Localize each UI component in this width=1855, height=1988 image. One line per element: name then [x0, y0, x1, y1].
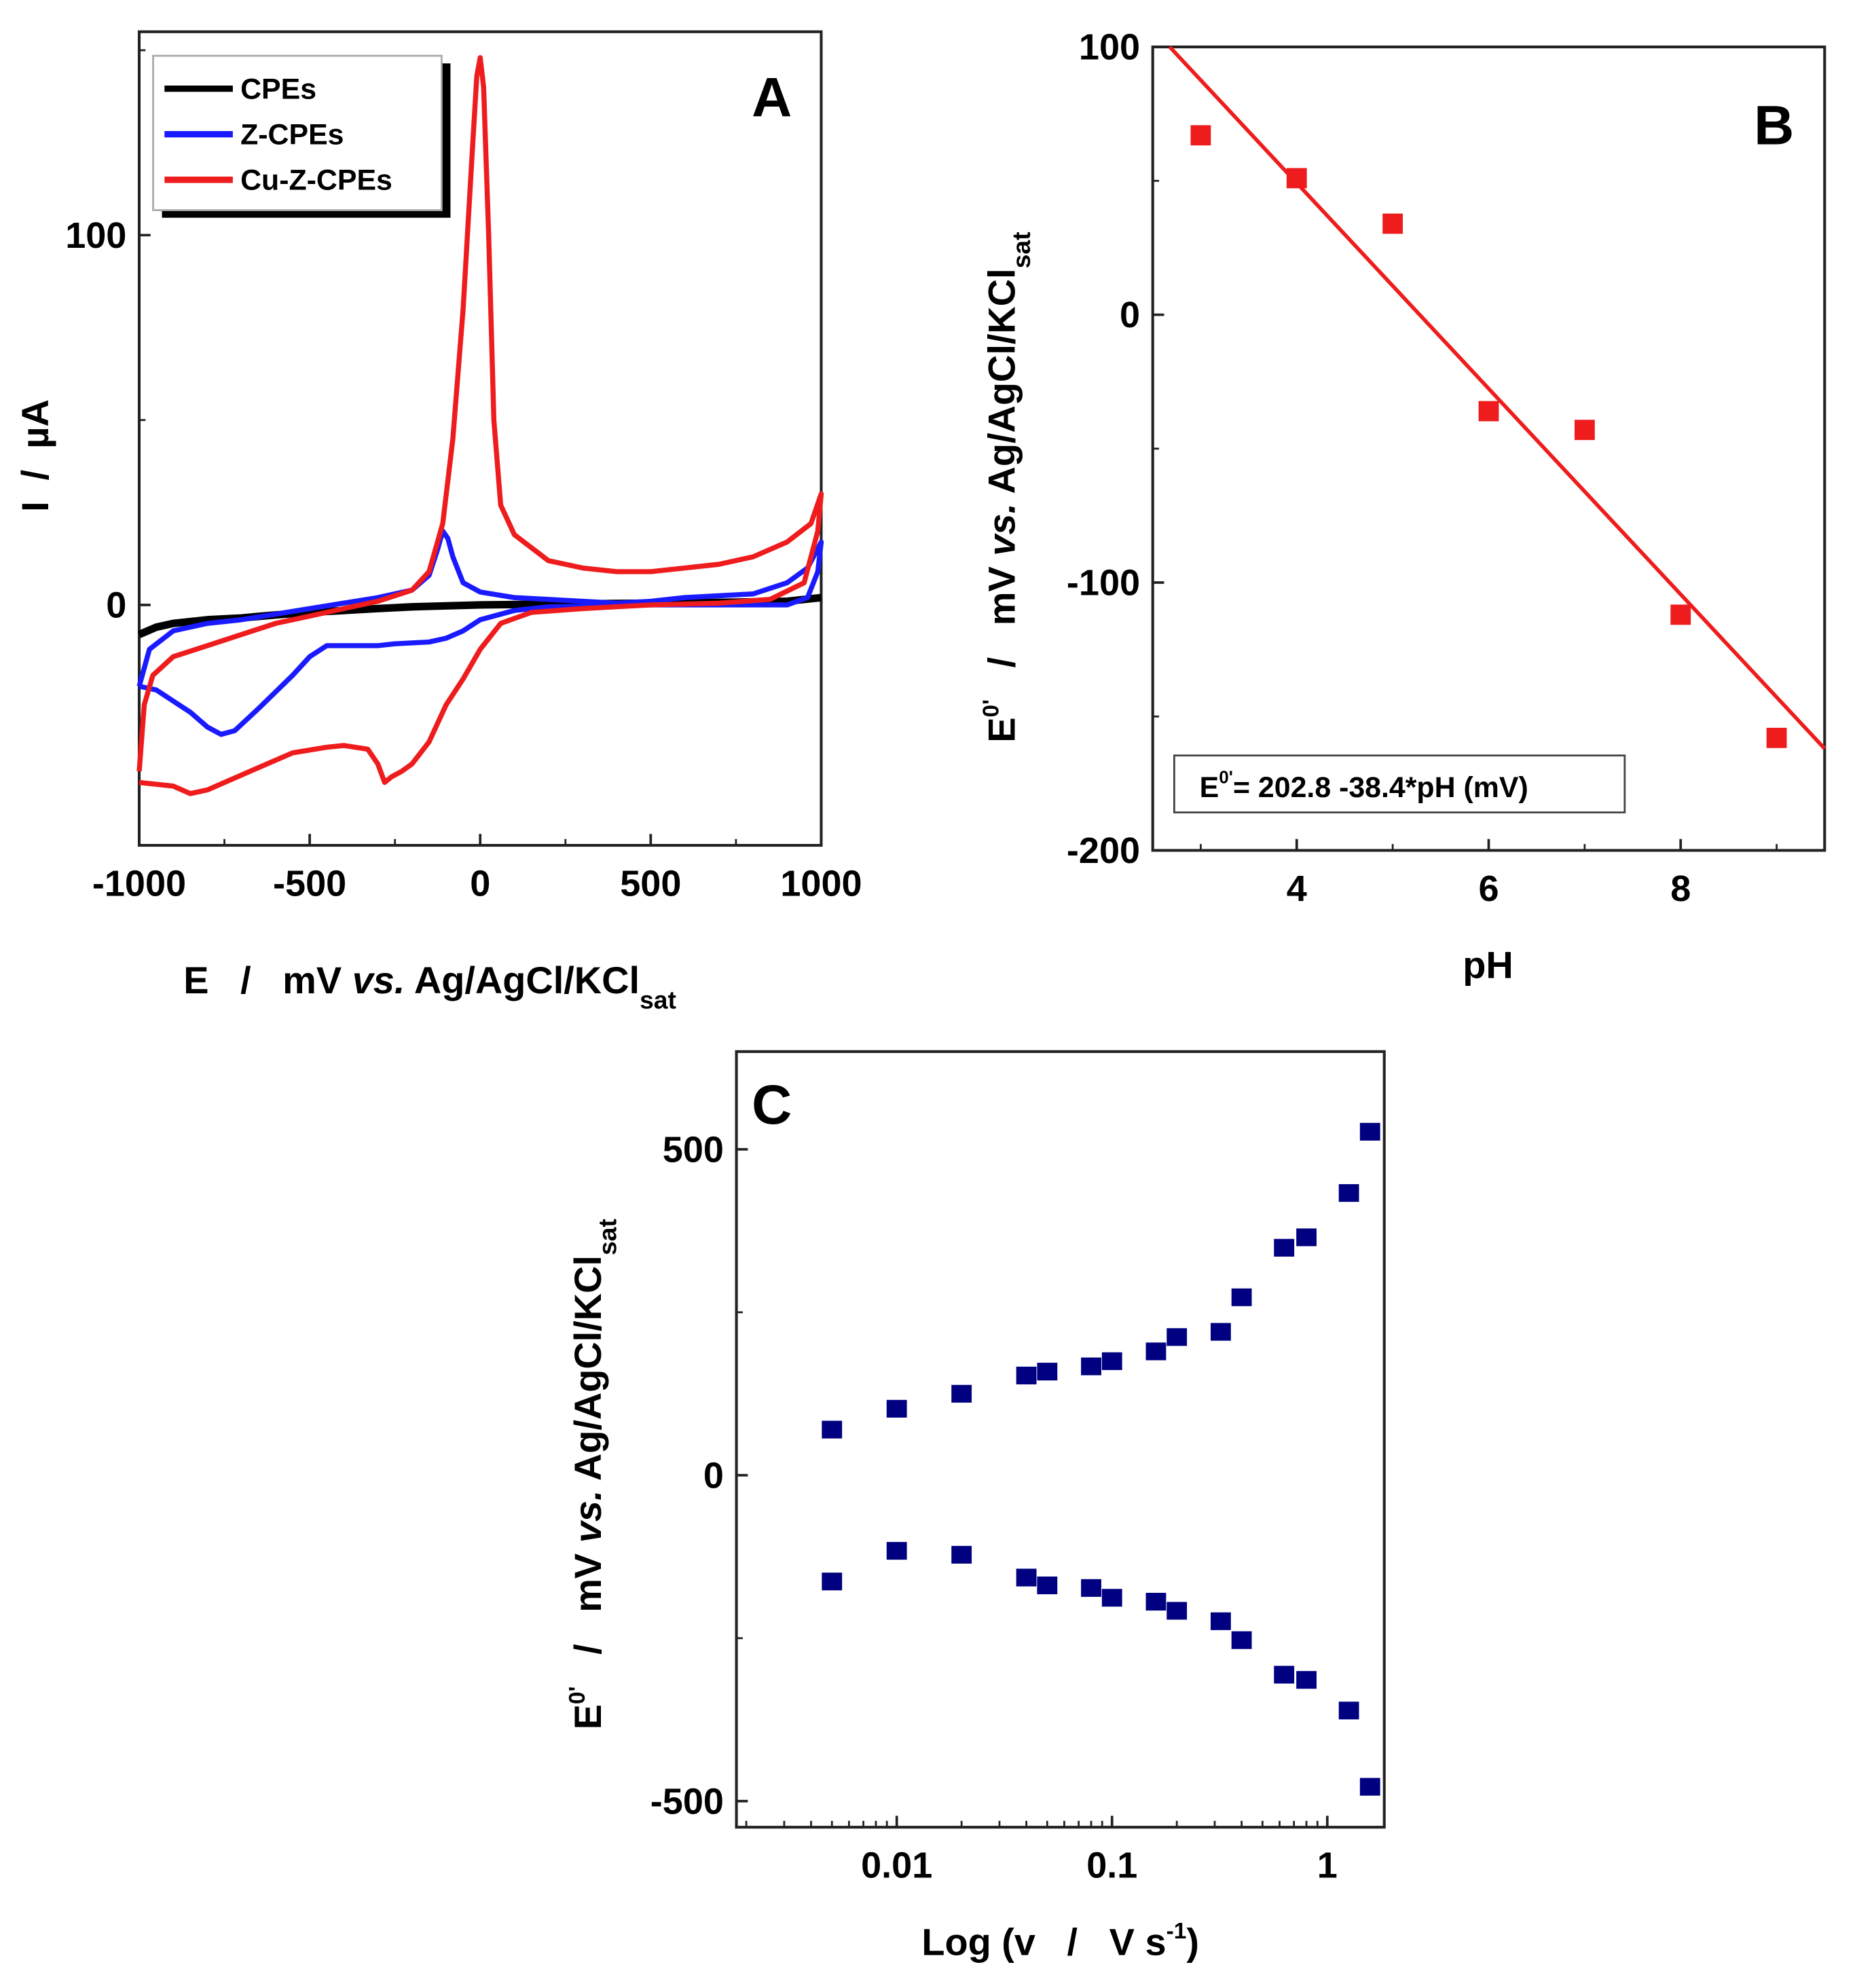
data-point-cathodic [1210, 1612, 1231, 1630]
data-point-cathodic [1081, 1579, 1101, 1597]
x-tick-label: 4 [1287, 868, 1307, 909]
data-point-cathodic [1167, 1602, 1188, 1620]
x-tick-label: 0.1 [1086, 1845, 1137, 1886]
data-point-anodic [1210, 1323, 1231, 1341]
panel-b-xlabel: pH [1463, 944, 1513, 987]
data-point-cathodic [951, 1545, 972, 1564]
data-point-anodic [1101, 1352, 1122, 1370]
data-point-cathodic [1274, 1665, 1295, 1684]
data-point [1574, 420, 1595, 441]
x-tick-label: -1000 [92, 864, 186, 904]
data-point-anodic [1296, 1228, 1317, 1247]
data-point-anodic [1359, 1122, 1380, 1141]
y-tick-label: 500 [663, 1129, 724, 1170]
panel-b-label: B [1754, 95, 1794, 157]
series-line-cu-z-cpes [136, 55, 824, 796]
x-tick-label: 1 [1317, 1845, 1338, 1886]
panel-b-ylabel: E0' / mV vs. Ag/AgCl/KClsat [978, 232, 1035, 742]
panel-c-plot [736, 1122, 1380, 1828]
panel-b-plot [1152, 45, 1826, 851]
panel-a-label: A [752, 67, 792, 129]
data-point-anodic [1145, 1342, 1167, 1361]
x-tick-label: 8 [1670, 868, 1691, 909]
data-point-anodic [1016, 1366, 1037, 1384]
data-point-cathodic [1296, 1671, 1317, 1689]
data-point-cathodic [1231, 1631, 1252, 1649]
panel-a-ticks: -1000 -500 0 500 1000 0 100 [65, 215, 862, 904]
data-point-anodic [951, 1384, 972, 1403]
panel-a-plot [136, 49, 824, 846]
data-point-anodic [1274, 1238, 1295, 1257]
y-tick-label: 0 [1120, 295, 1140, 335]
panel-b-frame [1151, 45, 1826, 852]
x-tick-label: -500 [273, 864, 346, 904]
panel-a-xlabel: E / mV vs. Ag/AgCl/KClsat [183, 959, 676, 1014]
data-point-anodic [1081, 1357, 1101, 1376]
data-point [1382, 213, 1403, 234]
legend-label-z-cpes: Z-CPEs [240, 119, 344, 151]
x-tick-label: 0.01 [861, 1845, 932, 1886]
fit-line [1168, 45, 1826, 750]
panel-a: -1000 -500 0 500 1000 0 100 A CPEs Z-CPEs Cu-Z… [14, 30, 862, 1014]
data-point [1766, 727, 1787, 748]
x-tick-label: 1000 [780, 864, 862, 904]
data-point-cathodic [822, 1572, 843, 1591]
panel-b: 4 6 8 -200 -100 0 100 B E0'= 202.8 -38.4*pH (m… [978, 27, 1826, 987]
data-point-cathodic [1145, 1592, 1167, 1611]
legend: CPEs Z-CPEs Cu-Z-CPEs [152, 54, 451, 218]
data-point-anodic [1338, 1184, 1359, 1202]
x-tick-label: 6 [1478, 868, 1499, 909]
data-point [1286, 168, 1307, 189]
panel-c-ylabel: E0' / mV vs. Ag/AgCl/KClsat [565, 1219, 622, 1729]
data-point-anodic [886, 1399, 907, 1418]
fit-equation-box [1173, 754, 1626, 813]
data-point-anodic [1037, 1363, 1058, 1381]
data-point-cathodic [886, 1542, 907, 1560]
legend-label-cu-z-cpes: Cu-Z-CPEs [240, 164, 392, 197]
y-tick-label: -500 [650, 1781, 724, 1822]
data-point-anodic [1231, 1288, 1252, 1306]
data-point-anodic [1167, 1328, 1188, 1346]
panel-c-label: C [752, 1074, 792, 1136]
y-tick-label: -100 [1067, 563, 1140, 604]
data-point-anodic [822, 1420, 843, 1439]
panel-c-xlabel: Log (v / V s-1) [921, 1919, 1199, 1963]
data-point-cathodic [1101, 1589, 1122, 1607]
legend-label-cpes: CPEs [240, 73, 316, 106]
data-point-cathodic [1359, 1778, 1380, 1796]
panel-c-ticks: 0.01 0.1 1 -500 0 500 [650, 1129, 1338, 1885]
panel-c-frame [735, 1050, 1386, 1829]
y-tick-label: 0 [703, 1455, 724, 1496]
x-tick-label: 500 [620, 864, 681, 904]
y-tick-label: 100 [65, 215, 126, 256]
x-tick-label: 0 [470, 864, 490, 904]
y-tick-label: -200 [1067, 830, 1140, 871]
data-point [1670, 604, 1691, 625]
panel-b-ticks: 4 6 8 -200 -100 0 100 [1067, 27, 1691, 909]
y-tick-label: 100 [1079, 27, 1140, 68]
panel-a-ylabel: I / µA [14, 399, 56, 512]
data-point [1190, 125, 1211, 146]
data-point [1478, 401, 1499, 422]
y-tick-label: 0 [106, 585, 126, 626]
panel-c: 0.01 0.1 1 -500 0 500 C Log (v / V s-1) E0' /… [565, 1050, 1386, 1963]
data-point-cathodic [1338, 1701, 1359, 1720]
data-point-cathodic [1016, 1568, 1037, 1587]
data-point-cathodic [1037, 1576, 1058, 1595]
fit-equation: E0'= 202.8 -38.4*pH (mV) [1200, 767, 1528, 804]
